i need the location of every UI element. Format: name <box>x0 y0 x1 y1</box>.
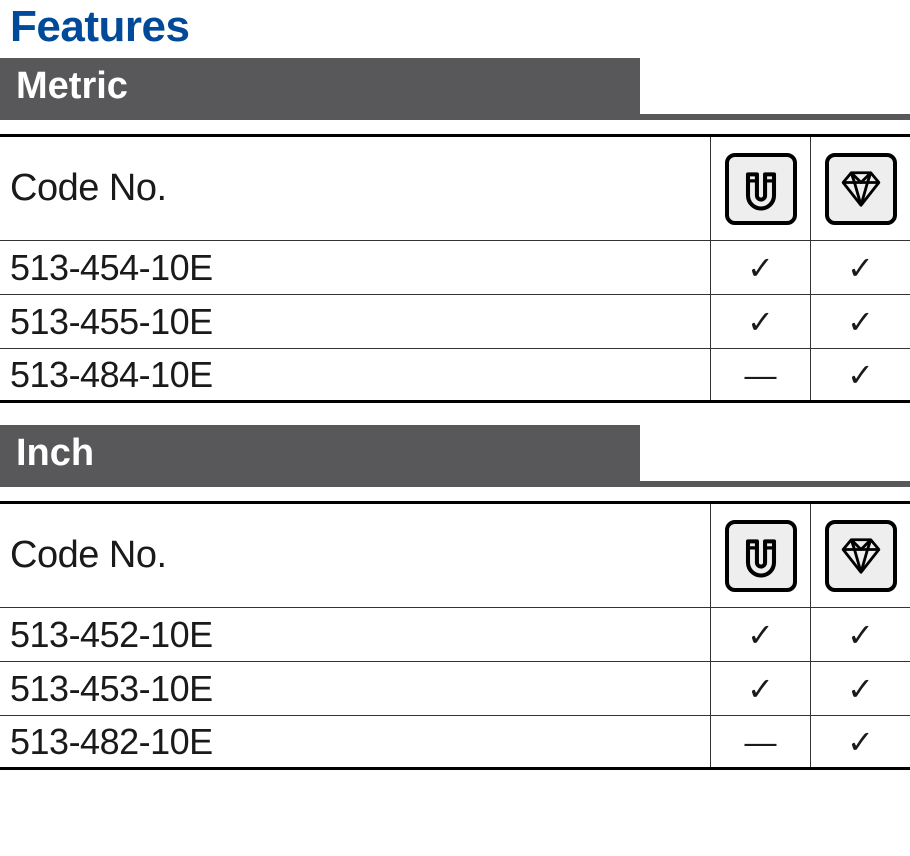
check-cell: ✓ <box>810 349 910 400</box>
column-header-icon <box>710 137 810 240</box>
table-header-row: Code No. <box>0 137 910 241</box>
table-header-row: Code No. <box>0 504 910 608</box>
column-header-code: Code No. <box>0 534 710 577</box>
check-icon: ✓ <box>747 673 774 705</box>
section-tab-underline <box>0 114 910 120</box>
check-cell: ✓ <box>710 295 810 348</box>
table-row: 513-455-10E ✓ ✓ <box>0 295 910 349</box>
diamond-icon <box>825 520 897 592</box>
section-tab-underline <box>0 481 910 487</box>
diamond-icon <box>825 153 897 225</box>
section-tab-row: Metric <box>0 58 910 120</box>
check-cell: ✓ <box>810 608 910 661</box>
column-header-code: Code No. <box>0 167 710 210</box>
check-icon: ✓ <box>847 306 874 338</box>
table-row: 513-453-10E ✓ ✓ <box>0 662 910 716</box>
feature-table: Code No.513-454-10E✓✓513-455-10E✓✓513-48… <box>0 137 910 403</box>
check-cell: ✓ <box>810 241 910 294</box>
magnet-icon <box>725 153 797 225</box>
check-icon: ✓ <box>847 252 874 284</box>
check-cell: ✓ <box>710 608 810 661</box>
check-icon: ✓ <box>847 726 874 758</box>
check-icon: ✓ <box>847 673 874 705</box>
check-icon: ✓ <box>847 619 874 651</box>
dash-cell: — <box>710 349 810 400</box>
check-cell: ✓ <box>810 716 910 767</box>
code-cell: 513-454-10E <box>0 247 710 289</box>
column-header-icon <box>710 504 810 607</box>
check-cell: ✓ <box>810 662 910 715</box>
check-icon: ✓ <box>747 252 774 284</box>
code-cell: 513-484-10E <box>0 354 710 396</box>
check-cell: ✓ <box>710 662 810 715</box>
section-tab: Inch <box>0 425 640 481</box>
table-row: 513-482-10E — ✓ <box>0 716 910 770</box>
check-cell: ✓ <box>710 241 810 294</box>
column-header-icon <box>810 504 910 607</box>
dash-cell: — <box>710 716 810 767</box>
magnet-icon <box>725 520 797 592</box>
section: InchCode No.513-452-10E✓✓513-453-10E✓✓51… <box>0 425 910 770</box>
page-title: Features <box>0 0 910 58</box>
section-tab: Metric <box>0 58 640 114</box>
table-row: 513-452-10E ✓ ✓ <box>0 608 910 662</box>
table-row: 513-454-10E ✓ ✓ <box>0 241 910 295</box>
check-icon: ✓ <box>747 619 774 651</box>
feature-table: Code No.513-452-10E✓✓513-453-10E✓✓513-48… <box>0 504 910 770</box>
column-header-icon <box>810 137 910 240</box>
section: Metric Code No. 513-454-10E ✓ ✓ 513-455-10E ✓ ✓… <box>0 58 910 403</box>
code-cell: 513-482-10E <box>0 721 710 763</box>
check-cell: ✓ <box>810 295 910 348</box>
dash-icon: — <box>745 726 777 758</box>
code-cell: 513-455-10E <box>0 301 710 343</box>
check-icon: ✓ <box>747 306 774 338</box>
code-cell: 513-453-10E <box>0 668 710 710</box>
check-icon: ✓ <box>847 359 874 391</box>
section-tab-row: Inch <box>0 425 910 487</box>
table-row: 513-484-10E — ✓ <box>0 349 910 403</box>
code-cell: 513-452-10E <box>0 614 710 656</box>
dash-icon: — <box>745 359 777 391</box>
